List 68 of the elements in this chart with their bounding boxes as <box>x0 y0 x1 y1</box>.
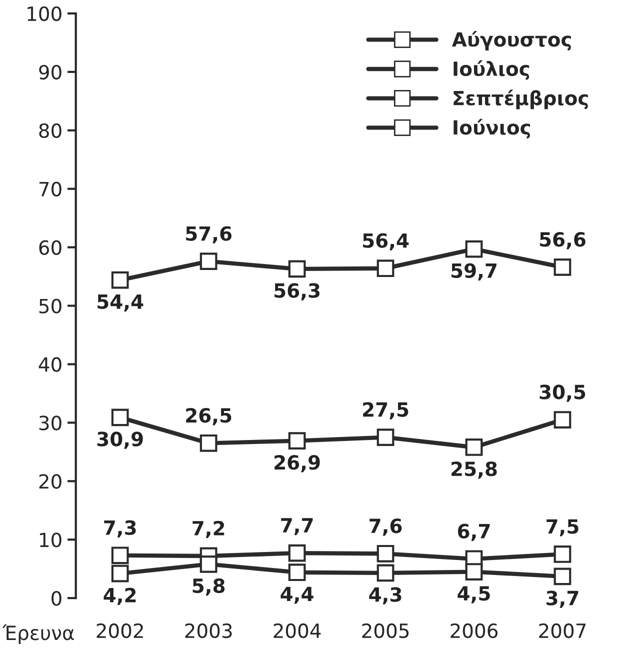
x-tick-label: 2007 <box>539 623 586 638</box>
point <box>111 271 129 289</box>
point <box>465 563 483 580</box>
data-label: 3,7 <box>546 590 578 608</box>
point <box>111 546 129 564</box>
y-tick-label: 70 <box>40 182 62 196</box>
data-label: 57,6 <box>186 226 232 244</box>
point <box>465 438 483 456</box>
y-tick-label: 30 <box>39 416 62 430</box>
x-tick-label: 2006 <box>450 623 498 638</box>
point <box>554 411 572 428</box>
y-tick-label: 80 <box>39 123 62 138</box>
data-label: 56,6 <box>540 232 586 250</box>
x-tick-label: 2005 <box>362 623 409 638</box>
point <box>288 260 306 278</box>
data-label: 56,3 <box>274 283 320 300</box>
y-tick-label: 0 <box>52 591 62 606</box>
point <box>111 564 129 582</box>
x-axis-title: Έρευνα <box>2 624 74 644</box>
point <box>554 568 572 586</box>
point <box>554 258 572 276</box>
data-label: 30,5 <box>540 384 586 402</box>
legend-label: Ιούνιος <box>454 118 530 139</box>
data-label: 26,9 <box>274 455 320 472</box>
y-tick-label: 60 <box>39 240 62 255</box>
point <box>288 564 306 582</box>
data-label: 4,5 <box>458 586 490 604</box>
point <box>288 432 306 450</box>
point <box>200 252 218 270</box>
data-label: 4,3 <box>369 587 402 604</box>
legend-label: Αύγουστος <box>452 30 571 51</box>
point <box>200 434 218 452</box>
data-label: 7,5 <box>546 519 578 536</box>
data-label: 7,6 <box>370 518 402 536</box>
point <box>376 260 394 278</box>
data-label: 59,7 <box>452 263 496 280</box>
point <box>288 544 306 562</box>
point <box>376 428 394 446</box>
x-tick-label: 2004 <box>274 623 321 638</box>
point <box>554 546 572 563</box>
data-label: 7,7 <box>281 518 313 536</box>
data-label: 30,9 <box>97 432 143 449</box>
point <box>200 555 218 573</box>
data-label: 54,4 <box>98 294 144 312</box>
point <box>376 564 394 582</box>
legend-label: Ιούλιος <box>454 60 530 80</box>
data-label: 6,7 <box>458 524 490 541</box>
point <box>465 240 483 258</box>
y-tick-label: 90 <box>39 64 62 80</box>
y-tick-label: 20 <box>39 474 62 489</box>
x-tick-label: 2003 <box>185 623 232 638</box>
data-label: 27,5 <box>363 402 408 420</box>
y-tick-label: 40 <box>38 357 62 372</box>
y-tick-label: 50 <box>39 298 62 314</box>
point <box>111 408 129 426</box>
data-label: 7,2 <box>192 520 224 538</box>
x-tick-label: 2002 <box>96 623 143 638</box>
data-label: 4,2 <box>104 588 136 605</box>
data-label: 56,4 <box>363 233 409 250</box>
legend-label: Σεπτέμβριος <box>454 90 588 110</box>
data-label: 4,4 <box>280 586 314 604</box>
y-tick-label: 10 <box>40 532 62 548</box>
data-label: 25,8 <box>452 461 497 479</box>
data-label: 5,8 <box>192 578 225 596</box>
data-label: 26,5 <box>186 408 232 426</box>
y-tick-label: 100 <box>28 6 62 22</box>
data-label: 7,3 <box>104 520 136 538</box>
point <box>376 544 394 562</box>
